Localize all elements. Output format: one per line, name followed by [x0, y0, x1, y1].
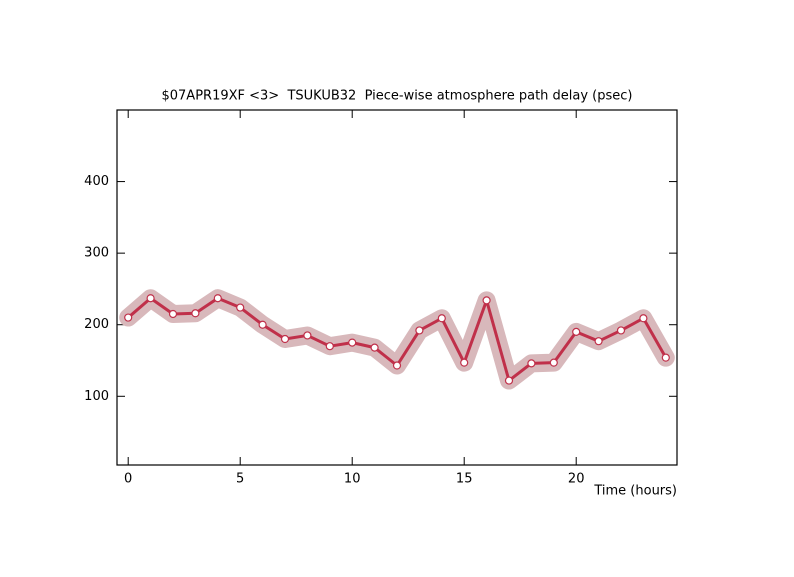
data-point [437, 314, 446, 323]
y-tick-label: 400 [84, 174, 109, 189]
data-point [236, 303, 245, 312]
data-point [325, 342, 334, 351]
data-point [146, 294, 155, 303]
data-point [392, 361, 402, 370]
data-point [616, 326, 626, 335]
data-point [415, 326, 424, 335]
data-point [572, 327, 581, 336]
data-point [370, 343, 379, 352]
y-tick-label: 200 [84, 317, 109, 332]
x-tick-label: 0 [124, 472, 132, 487]
data-point [460, 358, 469, 367]
y-tick-label: 300 [84, 246, 109, 261]
chart-title: $07APR19XF <3> TSUKUB32 Piece-wise atmos… [161, 89, 632, 104]
plot-frame [116, 109, 678, 466]
data-point [213, 294, 222, 303]
data-point [348, 338, 357, 347]
data-point [594, 337, 603, 346]
data-point [661, 353, 670, 362]
data-point [482, 296, 491, 305]
data-point [280, 334, 290, 344]
data-point [258, 320, 267, 329]
data-point [549, 358, 558, 367]
x-tick-label: 5 [236, 472, 244, 487]
data-point [168, 309, 178, 319]
data-point [504, 376, 514, 385]
data-point [191, 309, 200, 318]
data-point [303, 331, 312, 340]
data-point [527, 359, 536, 368]
x-tick-label: 15 [456, 472, 473, 487]
x-tick-label: 10 [344, 472, 361, 487]
data-point [639, 314, 648, 323]
data-point [124, 313, 133, 322]
x-tick-label: 20 [568, 472, 585, 487]
y-tick-label: 100 [84, 389, 109, 404]
x-axis-label: Time (hours) [593, 484, 677, 499]
